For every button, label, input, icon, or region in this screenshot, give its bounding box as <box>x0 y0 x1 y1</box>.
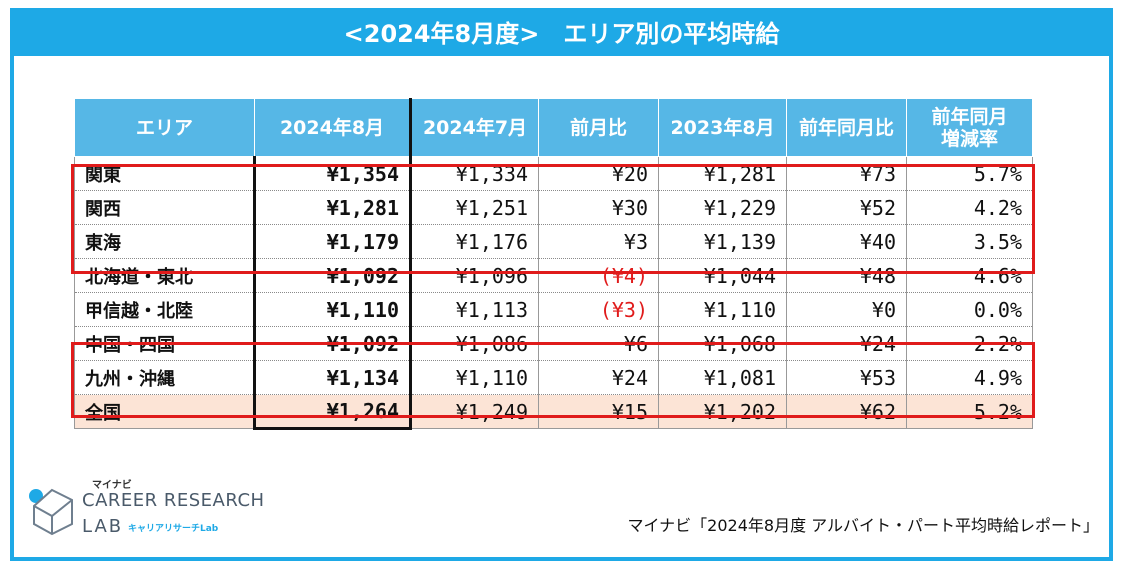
cell-jul-2024: ¥1,249 <box>410 394 539 429</box>
cell-aug-2024: ¥1,264 <box>253 394 412 430</box>
cell-aug-2024: ¥1,179 <box>253 224 412 259</box>
cell-mom: ¥6 <box>538 326 659 361</box>
table-row: 九州・沖縄 ¥1,134 ¥1,110 ¥24 ¥1,081 ¥53 4.9% <box>74 360 1033 395</box>
header-yoy: 前年同月比 <box>786 98 907 157</box>
cell-area: 甲信越・北陸 <box>74 292 255 327</box>
cell-area: 関西 <box>74 190 255 225</box>
table-row: 関西 ¥1,281 ¥1,251 ¥30 ¥1,229 ¥52 4.2% <box>74 190 1033 225</box>
cell-aug-2023: ¥1,281 <box>658 156 787 191</box>
cell-area: 全国 <box>74 394 255 429</box>
cell-area: 北海道・東北 <box>74 258 255 293</box>
cell-jul-2024: ¥1,334 <box>410 156 539 191</box>
cell-yoy: ¥62 <box>786 394 907 429</box>
cell-mom: ¥3 <box>538 224 659 259</box>
logo-brand-small: マイナビ <box>92 480 132 491</box>
mynavi-logo: マイナビ CAREER RESEARCH LAB キャリアリサーチLab <box>26 476 286 546</box>
table-header-row: エリア 2024年8月 2024年7月 前月比 2023年8月 前年同月比 前年… <box>74 98 1033 157</box>
cell-yoy: ¥73 <box>786 156 907 191</box>
cell-aug-2023: ¥1,229 <box>658 190 787 225</box>
cell-mom: ¥20 <box>538 156 659 191</box>
header-aug-2024: 2024年8月 <box>254 98 412 157</box>
cell-jul-2024: ¥1,113 <box>410 292 539 327</box>
cell-jul-2024: ¥1,086 <box>410 326 539 361</box>
table-row-total: 全国 ¥1,264 ¥1,249 ¥15 ¥1,202 ¥62 5.2% <box>74 394 1033 430</box>
cell-aug-2023: ¥1,081 <box>658 360 787 395</box>
cell-area: 東海 <box>74 224 255 259</box>
logo-subtitle: キャリアリサーチLab <box>128 524 219 534</box>
cell-yoy: ¥53 <box>786 360 907 395</box>
cell-mom: (¥4) <box>538 258 659 293</box>
cell-yoy-rate: 4.6% <box>906 258 1033 293</box>
cell-jul-2024: ¥1,110 <box>410 360 539 395</box>
cell-mom: ¥15 <box>538 394 659 429</box>
cell-aug-2023: ¥1,202 <box>658 394 787 429</box>
cell-aug-2024: ¥1,281 <box>253 190 412 225</box>
cell-mom: (¥3) <box>538 292 659 327</box>
cell-yoy: ¥24 <box>786 326 907 361</box>
cell-yoy: ¥48 <box>786 258 907 293</box>
cell-yoy-rate: 4.2% <box>906 190 1033 225</box>
cell-aug-2024: ¥1,110 <box>253 292 412 327</box>
cell-aug-2023: ¥1,068 <box>658 326 787 361</box>
table-row: 甲信越・北陸 ¥1,110 ¥1,113 (¥3) ¥1,110 ¥0 0.0% <box>74 292 1033 327</box>
cell-aug-2023: ¥1,139 <box>658 224 787 259</box>
cell-aug-2024: ¥1,092 <box>253 326 412 361</box>
table-row: 北海道・東北 ¥1,092 ¥1,096 (¥4) ¥1,044 ¥48 4.6% <box>74 258 1033 293</box>
cube-logo-icon <box>29 488 73 536</box>
page-title: <2024年8月度> エリア別の平均時給 <box>14 12 1109 56</box>
cell-yoy: ¥0 <box>786 292 907 327</box>
header-area: エリア <box>74 98 255 157</box>
cell-yoy-rate: 0.0% <box>906 292 1033 327</box>
cell-aug-2024: ¥1,354 <box>253 156 412 191</box>
header-aug-2023: 2023年8月 <box>658 98 787 157</box>
cell-yoy-rate: 4.9% <box>906 360 1033 395</box>
cell-aug-2024: ¥1,134 <box>253 360 412 395</box>
cell-jul-2024: ¥1,096 <box>410 258 539 293</box>
table-row: 中国・四国 ¥1,092 ¥1,086 ¥6 ¥1,068 ¥24 2.2% <box>74 326 1033 361</box>
cell-mom: ¥24 <box>538 360 659 395</box>
header-yoy-rate: 前年同月 増減率 <box>906 98 1033 157</box>
cell-jul-2024: ¥1,251 <box>410 190 539 225</box>
cell-yoy-rate: 5.7% <box>906 156 1033 191</box>
cell-aug-2023: ¥1,044 <box>658 258 787 293</box>
cell-aug-2023: ¥1,110 <box>658 292 787 327</box>
cell-yoy: ¥52 <box>786 190 907 225</box>
source-caption: マイナビ「2024年8月度 アルバイト・パート平均時給レポート」 <box>627 516 1099 535</box>
cell-yoy-rate: 2.2% <box>906 326 1033 361</box>
cell-aug-2024: ¥1,092 <box>253 258 412 293</box>
cell-yoy-rate: 3.5% <box>906 224 1033 259</box>
cell-yoy-rate: 5.2% <box>906 394 1033 429</box>
table-row: 東海 ¥1,179 ¥1,176 ¥3 ¥1,139 ¥40 3.5% <box>74 224 1033 259</box>
header-mom: 前月比 <box>538 98 659 157</box>
header-jul-2024: 2024年7月 <box>410 98 539 157</box>
cell-area: 関東 <box>74 156 255 191</box>
cell-area: 九州・沖縄 <box>74 360 255 395</box>
table-row: 関東 ¥1,354 ¥1,334 ¥20 ¥1,281 ¥73 5.7% <box>74 156 1033 191</box>
logo-lab: LAB <box>82 516 124 537</box>
cell-yoy: ¥40 <box>786 224 907 259</box>
cell-area: 中国・四国 <box>74 326 255 361</box>
cell-jul-2024: ¥1,176 <box>410 224 539 259</box>
cell-mom: ¥30 <box>538 190 659 225</box>
hourly-wage-table: エリア 2024年8月 2024年7月 前月比 2023年8月 前年同月比 前年… <box>74 98 1033 430</box>
logo-career-research: CAREER RESEARCH <box>82 490 265 511</box>
